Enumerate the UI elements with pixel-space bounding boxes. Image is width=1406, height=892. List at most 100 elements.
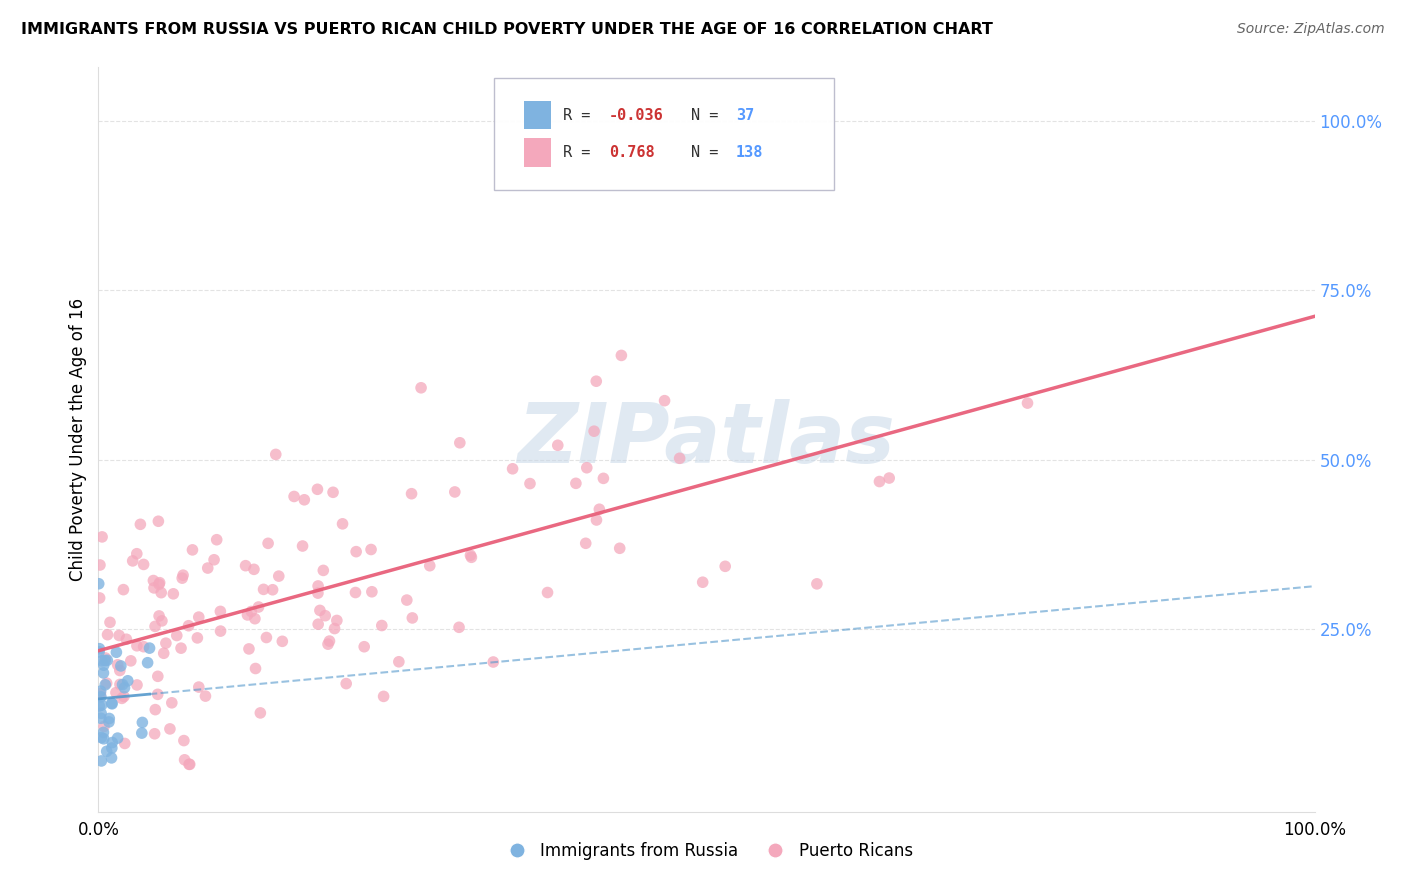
Point [125,678,148,692]
Point [283,490,305,504]
Point [609,541,631,556]
Text: -0.036: -0.036 [609,108,664,123]
Legend: Immigrants from Russia, Puerto Ricans: Immigrants from Russia, Puerto Ricans [494,836,920,867]
Point [326,614,349,628]
Point [87,576,110,591]
Point [309,603,332,617]
Point [115,632,138,647]
Point [187,680,209,694]
Point [177,618,200,632]
Point [197,561,219,575]
Point [129,517,152,532]
Point [257,536,280,550]
Point [353,640,375,654]
Text: N =: N = [690,145,727,160]
Point [89,687,111,701]
Point [138,641,160,656]
Point [202,553,225,567]
Point [132,558,155,572]
FancyBboxPatch shape [494,78,834,190]
Point [166,628,188,642]
Point [87,645,110,659]
Point [90,731,112,745]
Point [152,646,174,660]
Point [262,582,284,597]
Point [877,471,900,485]
Point [172,571,194,585]
Point [94,678,117,692]
Point [160,696,183,710]
Point [449,435,471,450]
Point [97,714,120,729]
Point [585,513,607,527]
Point [238,641,260,656]
Point [173,733,195,747]
Point [131,726,153,740]
Point [162,587,184,601]
Point [592,471,614,485]
Point [307,579,329,593]
Point [271,634,294,648]
Point [173,753,195,767]
Point [89,558,111,572]
Bar [524,138,551,167]
Point [292,492,315,507]
Point [314,608,336,623]
Text: ZIPatlas: ZIPatlas [517,399,896,480]
Point [143,727,166,741]
Point [91,530,114,544]
Point [155,636,177,650]
Point [179,757,201,772]
Point [121,554,143,568]
Point [159,722,181,736]
Y-axis label: Child Poverty Under the Age of 16: Child Poverty Under the Age of 16 [69,298,87,581]
Point [93,719,115,733]
Point [332,516,354,531]
Point [177,757,200,772]
Point [419,558,441,573]
Point [131,715,153,730]
Point [132,640,155,654]
Point [252,582,274,597]
Text: Source: ZipAtlas.com: Source: ZipAtlas.com [1237,22,1385,37]
Point [186,631,208,645]
Point [148,514,170,528]
Point [181,542,204,557]
Point [98,615,121,630]
Point [401,611,423,625]
Point [409,381,432,395]
Point [575,460,598,475]
Point [575,536,598,550]
Point [101,741,124,756]
Point [114,681,136,695]
Point [117,673,139,688]
Point [254,631,277,645]
Point [107,657,129,672]
Point [120,654,142,668]
Point [360,542,382,557]
Point [125,547,148,561]
Point [98,711,121,725]
Point [395,593,418,607]
Point [388,655,411,669]
Point [194,689,217,703]
Point [318,634,340,648]
Point [344,544,367,558]
Point [112,690,135,704]
Point [585,374,607,388]
Point [111,691,134,706]
Text: 37: 37 [735,108,754,123]
Text: N =: N = [690,108,727,123]
Point [443,485,465,500]
Point [96,676,118,690]
Point [307,617,329,632]
Point [247,600,270,615]
Point [371,618,394,632]
Point [654,393,676,408]
Point [101,735,124,749]
Text: 138: 138 [735,145,763,160]
Point [519,476,541,491]
Point [447,620,470,634]
Point [1017,396,1039,410]
Point [112,582,135,597]
